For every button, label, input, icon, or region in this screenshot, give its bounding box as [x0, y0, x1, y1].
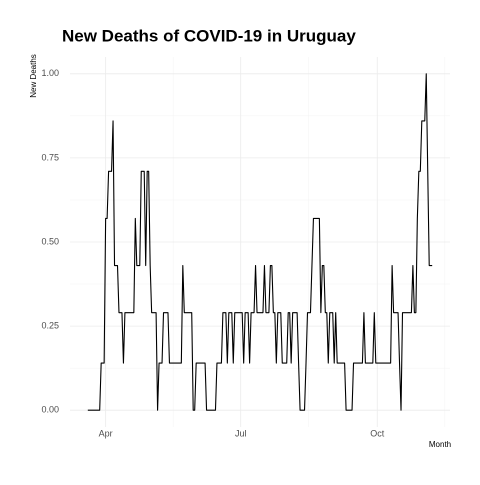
y-tick-label: 0.50 — [41, 236, 59, 246]
y-tick-label: 1.00 — [41, 68, 59, 78]
x-tick-label: Oct — [370, 428, 385, 438]
y-tick-label: 0.75 — [41, 152, 59, 162]
data-line — [87, 73, 433, 411]
y-tick-label: 0.00 — [41, 405, 59, 415]
x-tick-label: Jul — [235, 428, 247, 438]
y-axis-label: New Deaths — [29, 54, 38, 98]
x-tick-label: Apr — [99, 428, 113, 438]
x-axis-label: Month — [429, 440, 451, 449]
y-tick-label: 0.25 — [41, 320, 59, 330]
chart-title: New Deaths of COVID-19 in Uruguay — [62, 26, 356, 45]
